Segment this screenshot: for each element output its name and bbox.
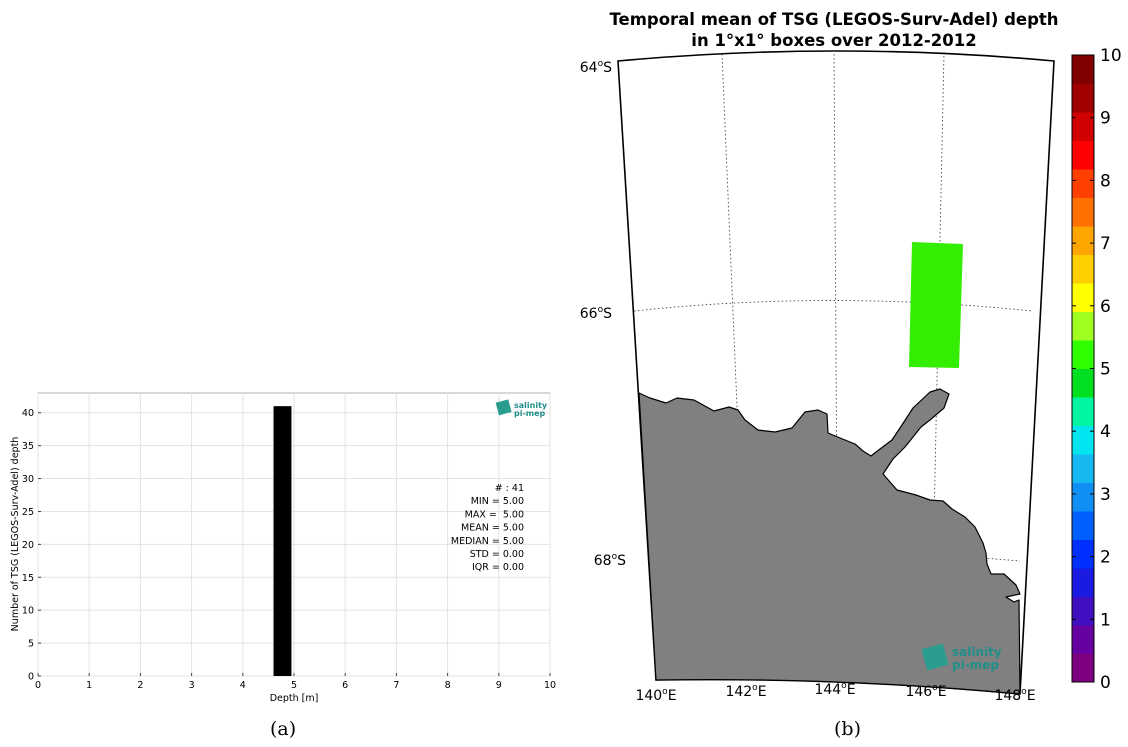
colorbar-segment <box>1072 482 1094 512</box>
map-data-cell <box>909 242 963 368</box>
colorbar-segment <box>1072 340 1094 369</box>
y-tick-label: 0 <box>28 672 34 683</box>
colorbar-tick-label: 6 <box>1100 297 1111 317</box>
lat-tick-label: 64oS <box>580 59 612 76</box>
colorbar-segment <box>1072 425 1094 455</box>
x-tick-label: 9 <box>496 680 502 691</box>
colorbar-segment <box>1072 311 1094 341</box>
salinity-pimep-logo-a: salinity pi-mep <box>495 399 548 418</box>
stat-line: MEDIAN = 5.00 <box>451 536 524 547</box>
x-tick-label: 0 <box>35 680 41 691</box>
colorbar-segment <box>1072 596 1094 626</box>
colorbar-segment <box>1072 653 1094 683</box>
histogram-stats-box: # : 41 MIN = 5.00 MAX = 5.00 MEAN = 5.00 MED… <box>451 483 524 573</box>
x-tick-label: 3 <box>189 680 195 691</box>
colorbar-segment <box>1072 226 1094 255</box>
colorbar-segment <box>1072 169 1094 198</box>
colorbar-segment <box>1072 83 1094 113</box>
histogram-x-ticks: 0 1 2 3 4 5 6 7 8 9 10 <box>35 673 556 691</box>
colorbar-tick-label: 7 <box>1100 234 1111 254</box>
logo-text-line1: salinity <box>514 401 548 410</box>
colorbar-tick-label: 8 <box>1100 171 1111 191</box>
y-tick-label: 30 <box>22 474 34 485</box>
histogram-y-ticks: 0 5 10 15 20 25 30 35 40 <box>22 408 41 683</box>
y-tick-label: 25 <box>22 507 34 518</box>
colorbar-segment <box>1072 539 1094 569</box>
stat-line: IQR = 0.00 <box>472 562 524 573</box>
salinity-pimep-logo-b: salinity pi-mep <box>921 643 1002 672</box>
stat-line: MIN = 5.00 <box>471 496 524 507</box>
colorbar-tick-label: 0 <box>1100 673 1111 693</box>
stat-line: STD = 0.00 <box>470 549 524 560</box>
histogram-y-axis-label: Number of TSG (LEGOS-Surv-Adel) depth <box>10 437 21 632</box>
x-tick-label: 1 <box>86 680 92 691</box>
colorbar-segment <box>1072 511 1094 540</box>
logo-text-line2: pi-mep <box>514 409 546 418</box>
colorbar-tick-label: 9 <box>1100 109 1111 129</box>
colorbar-segment <box>1072 625 1094 654</box>
colorbar: 0 1 2 3 4 5 6 7 8 9 10 <box>1071 46 1122 693</box>
colorbar-segment <box>1072 55 1094 84</box>
logo-cube-icon <box>495 399 512 416</box>
colorbar-tick-label: 5 <box>1100 360 1111 380</box>
lon-tick-label: 146oE <box>905 683 946 700</box>
colorbar-tick-label: 3 <box>1100 485 1111 505</box>
stat-line: MEAN = 5.00 <box>461 523 524 534</box>
lat-tick-label: 66oS <box>580 305 612 322</box>
y-tick-label: 20 <box>22 540 34 551</box>
lon-tick-label: 140oE <box>635 687 676 704</box>
y-tick-label: 5 <box>28 639 34 650</box>
colorbar-tick-label: 4 <box>1100 422 1111 442</box>
lon-tick-label: 148oE <box>994 687 1035 704</box>
colorbar-segment <box>1072 112 1094 141</box>
map-chart: Temporal mean of TSG (LEGOS-Surv-Adel) d… <box>580 10 1122 704</box>
caption-a: (a) <box>270 718 297 740</box>
y-tick-label: 40 <box>22 408 34 419</box>
histogram-grid <box>37 393 551 677</box>
x-tick-label: 10 <box>544 680 556 691</box>
lat-tick-label: 68oS <box>594 552 626 569</box>
logo-cube-icon <box>921 643 949 671</box>
colorbar-tick-label: 2 <box>1100 548 1111 568</box>
map-title: Temporal mean of TSG (LEGOS-Surv-Adel) d… <box>609 10 1058 29</box>
colorbar-tick-label: 1 <box>1100 610 1111 630</box>
logo-text-line1: salinity <box>952 645 1002 659</box>
caption-b: (b) <box>834 718 861 740</box>
y-tick-label: 15 <box>22 573 34 584</box>
x-tick-label: 6 <box>342 680 348 691</box>
y-tick-label: 10 <box>22 606 34 617</box>
stat-line: # : 41 <box>495 483 524 494</box>
histogram-x-axis-label: Depth [m] <box>270 693 319 704</box>
x-tick-label: 8 <box>445 680 451 691</box>
lon-tick-label: 142oE <box>725 683 766 700</box>
x-tick-label: 4 <box>240 680 246 691</box>
colorbar-segment <box>1072 397 1094 426</box>
x-tick-label: 7 <box>393 680 399 691</box>
colorbar-segment <box>1072 568 1094 597</box>
histogram-bar <box>273 406 292 676</box>
map-subtitle: in 1°x1° boxes over 2012-2012 <box>691 31 976 50</box>
land-mass <box>638 388 1021 695</box>
stat-line: MAX = 5.00 <box>465 509 524 520</box>
map-latitude-labels: 64oS 66oS 68oS <box>580 59 626 569</box>
x-tick-label: 2 <box>137 680 143 691</box>
colorbar-segment <box>1072 140 1094 170</box>
colorbar-segment <box>1072 454 1094 483</box>
lon-tick-label: 144oE <box>814 681 855 698</box>
map-longitude-labels: 140oE 142oE 144oE 146oE 148oE <box>635 681 1035 704</box>
colorbar-segment <box>1072 254 1094 284</box>
parallel-66s <box>633 300 1033 312</box>
logo-text-line2: pi-mep <box>952 658 999 672</box>
colorbar-segment <box>1072 197 1094 227</box>
y-tick-label: 35 <box>22 441 34 452</box>
x-tick-label: 5 <box>291 680 297 691</box>
histogram-bars <box>273 406 292 676</box>
colorbar-segment <box>1072 368 1094 398</box>
colorbar-segment <box>1072 283 1094 312</box>
colorbar-tick-label: 10 <box>1100 46 1122 66</box>
